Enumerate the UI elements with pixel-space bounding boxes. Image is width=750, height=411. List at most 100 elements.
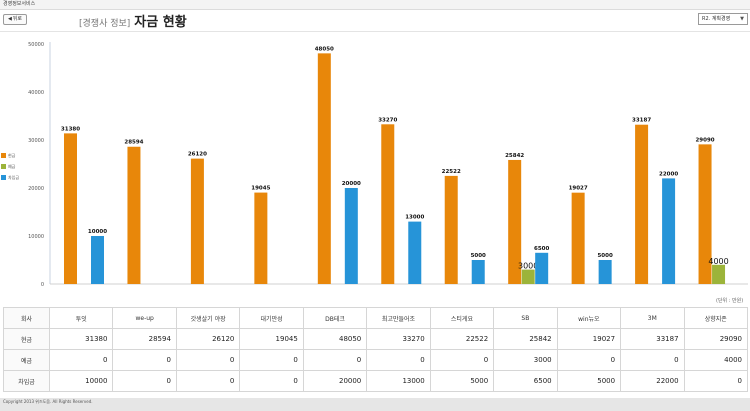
- table-cell: 10000: [48, 370, 114, 392]
- legend-swatch: [1, 164, 6, 169]
- period-select[interactable]: R2. 계획경영 ▼: [698, 13, 748, 25]
- table-cell: 6500: [493, 370, 558, 392]
- bar-현금: [317, 53, 331, 284]
- legend-item: 현금: [1, 150, 19, 161]
- bar-현금: [190, 158, 204, 284]
- legend-label: 현금: [8, 152, 16, 158]
- table-cell: 0: [429, 349, 495, 371]
- row-label: 현금: [3, 328, 50, 350]
- bar-차입금: [408, 221, 422, 284]
- bar-value-label: 26120: [188, 152, 207, 158]
- table-cell: 5000: [556, 370, 622, 392]
- window-title: 경영정보서비스: [3, 1, 36, 7]
- table-cell: 22522: [429, 328, 495, 350]
- bar-예금: [712, 264, 726, 284]
- legend-swatch: [1, 175, 6, 180]
- bar-value-label: 20000: [342, 181, 361, 187]
- bar-value-label: 4000: [708, 257, 728, 266]
- column-header: win뉴오: [556, 307, 622, 329]
- chevron-down-icon: ▼: [740, 16, 744, 22]
- column-header: 상향지존: [683, 307, 749, 329]
- table-corner-header: 회사: [3, 307, 50, 329]
- column-header: 갓생살기 야장: [175, 307, 241, 329]
- footer-bar: Copyright 2013 위즈도움. All Rights Reserved…: [0, 398, 750, 411]
- bar-value-label: 33270: [378, 117, 397, 123]
- legend-item: 차입금: [1, 172, 19, 183]
- table-cell: 22000: [620, 370, 685, 392]
- column-header: 대기만성: [239, 307, 304, 329]
- table-cell: 0: [175, 370, 241, 392]
- bar-value-label: 6500: [534, 246, 549, 252]
- table-cell: 19045: [239, 328, 304, 350]
- table-cell: 31380: [48, 328, 114, 350]
- period-select-value: R2. 계획경영: [702, 16, 731, 22]
- header-divider: [0, 31, 750, 32]
- table-cell: 0: [302, 349, 368, 371]
- table-cell: 5000: [429, 370, 495, 392]
- table-cell: 0: [620, 349, 685, 371]
- table-cell: 28594: [112, 328, 177, 350]
- table-cell: 0: [112, 349, 177, 371]
- bar-value-label: 25842: [505, 153, 524, 159]
- bar-value-label: 29090: [695, 137, 714, 143]
- bar-현금: [64, 133, 77, 284]
- breadcrumb: [경쟁사 정보]: [79, 19, 131, 29]
- bar-차입금: [535, 252, 549, 284]
- table-row: 현금 31380 28594 26120 19045 48050 33270 22522 258…: [3, 328, 749, 350]
- bar-현금: [635, 124, 649, 285]
- bar-예금: [521, 269, 535, 284]
- column-header: 3M: [620, 307, 685, 329]
- y-tick-label: 10000: [28, 234, 44, 240]
- bar-value-label: 19027: [569, 186, 588, 192]
- bar-현금: [127, 146, 141, 284]
- table-cell: 48050: [302, 328, 368, 350]
- table-cell: 0: [112, 370, 177, 392]
- bar-현금: [508, 159, 522, 284]
- bar-value-label: 28594: [124, 140, 143, 146]
- bar-value-label: 31380: [61, 126, 80, 132]
- legend-label: 차입금: [8, 174, 20, 180]
- table-cell: 26120: [175, 328, 241, 350]
- legend-label: 예금: [8, 163, 16, 169]
- legend-swatch: [1, 153, 6, 158]
- copyright-text: Copyright 2013 위즈도움. All Rights Reserved…: [3, 399, 93, 404]
- bar-현금: [444, 175, 458, 284]
- table-cell: 0: [48, 349, 114, 371]
- table-header-row: 회사 투잇 we-up 갓생살기 야장 대기만성 DB테크 최고만들어조 스티게요 SB win뉴…: [3, 307, 749, 329]
- bar-value-label: 22522: [442, 169, 461, 175]
- back-button-label: 뒤로: [12, 16, 23, 22]
- bar-value-label: 33187: [632, 118, 651, 124]
- table-row: 예금 0 0 0 0 0 0 0 3000 0 0 4000: [3, 349, 749, 371]
- bar-차입금: [598, 260, 612, 284]
- fund-data-table: 회사 투잇 we-up 갓생살기 야장 대기만성 DB테크 최고만들어조 스티게요 SB win뉴…: [3, 307, 749, 392]
- bar-차입금: [344, 188, 358, 284]
- bar-value-label: 48050: [315, 46, 334, 52]
- table-cell: 4000: [683, 349, 749, 371]
- table-cell: 13000: [366, 370, 431, 392]
- table-cell: 3000: [493, 349, 558, 371]
- bar-차입금: [662, 178, 676, 284]
- column-header: SB: [493, 307, 558, 329]
- y-tick-label: 50000: [28, 42, 44, 48]
- back-button[interactable]: ◀ 뒤로: [3, 14, 27, 25]
- column-header: DB테크: [302, 307, 368, 329]
- bar-현금: [698, 144, 712, 284]
- y-tick-label: 20000: [28, 186, 44, 192]
- table-cell: 0: [683, 370, 749, 392]
- y-tick-label: 40000: [28, 90, 44, 96]
- page-title: 자금 현황: [134, 15, 187, 30]
- table-cell: 25842: [493, 328, 558, 350]
- table-cell: 0: [175, 349, 241, 371]
- column-header: 최고만들어조: [366, 307, 431, 329]
- table-cell: 20000: [302, 370, 368, 392]
- bar-value-label: 13000: [405, 215, 424, 221]
- table-cell: 0: [239, 370, 304, 392]
- table-cell: 33187: [620, 328, 685, 350]
- table-cell: 19027: [556, 328, 622, 350]
- bar-value-label: 19045: [251, 186, 270, 192]
- table-cell: 33270: [366, 328, 431, 350]
- bar-value-label: 10000: [88, 229, 107, 235]
- table-row: 차입금 10000 0 0 0 20000 13000 5000 6500 5000 22000 0: [3, 370, 749, 392]
- bar-value-label: 22000: [659, 171, 678, 177]
